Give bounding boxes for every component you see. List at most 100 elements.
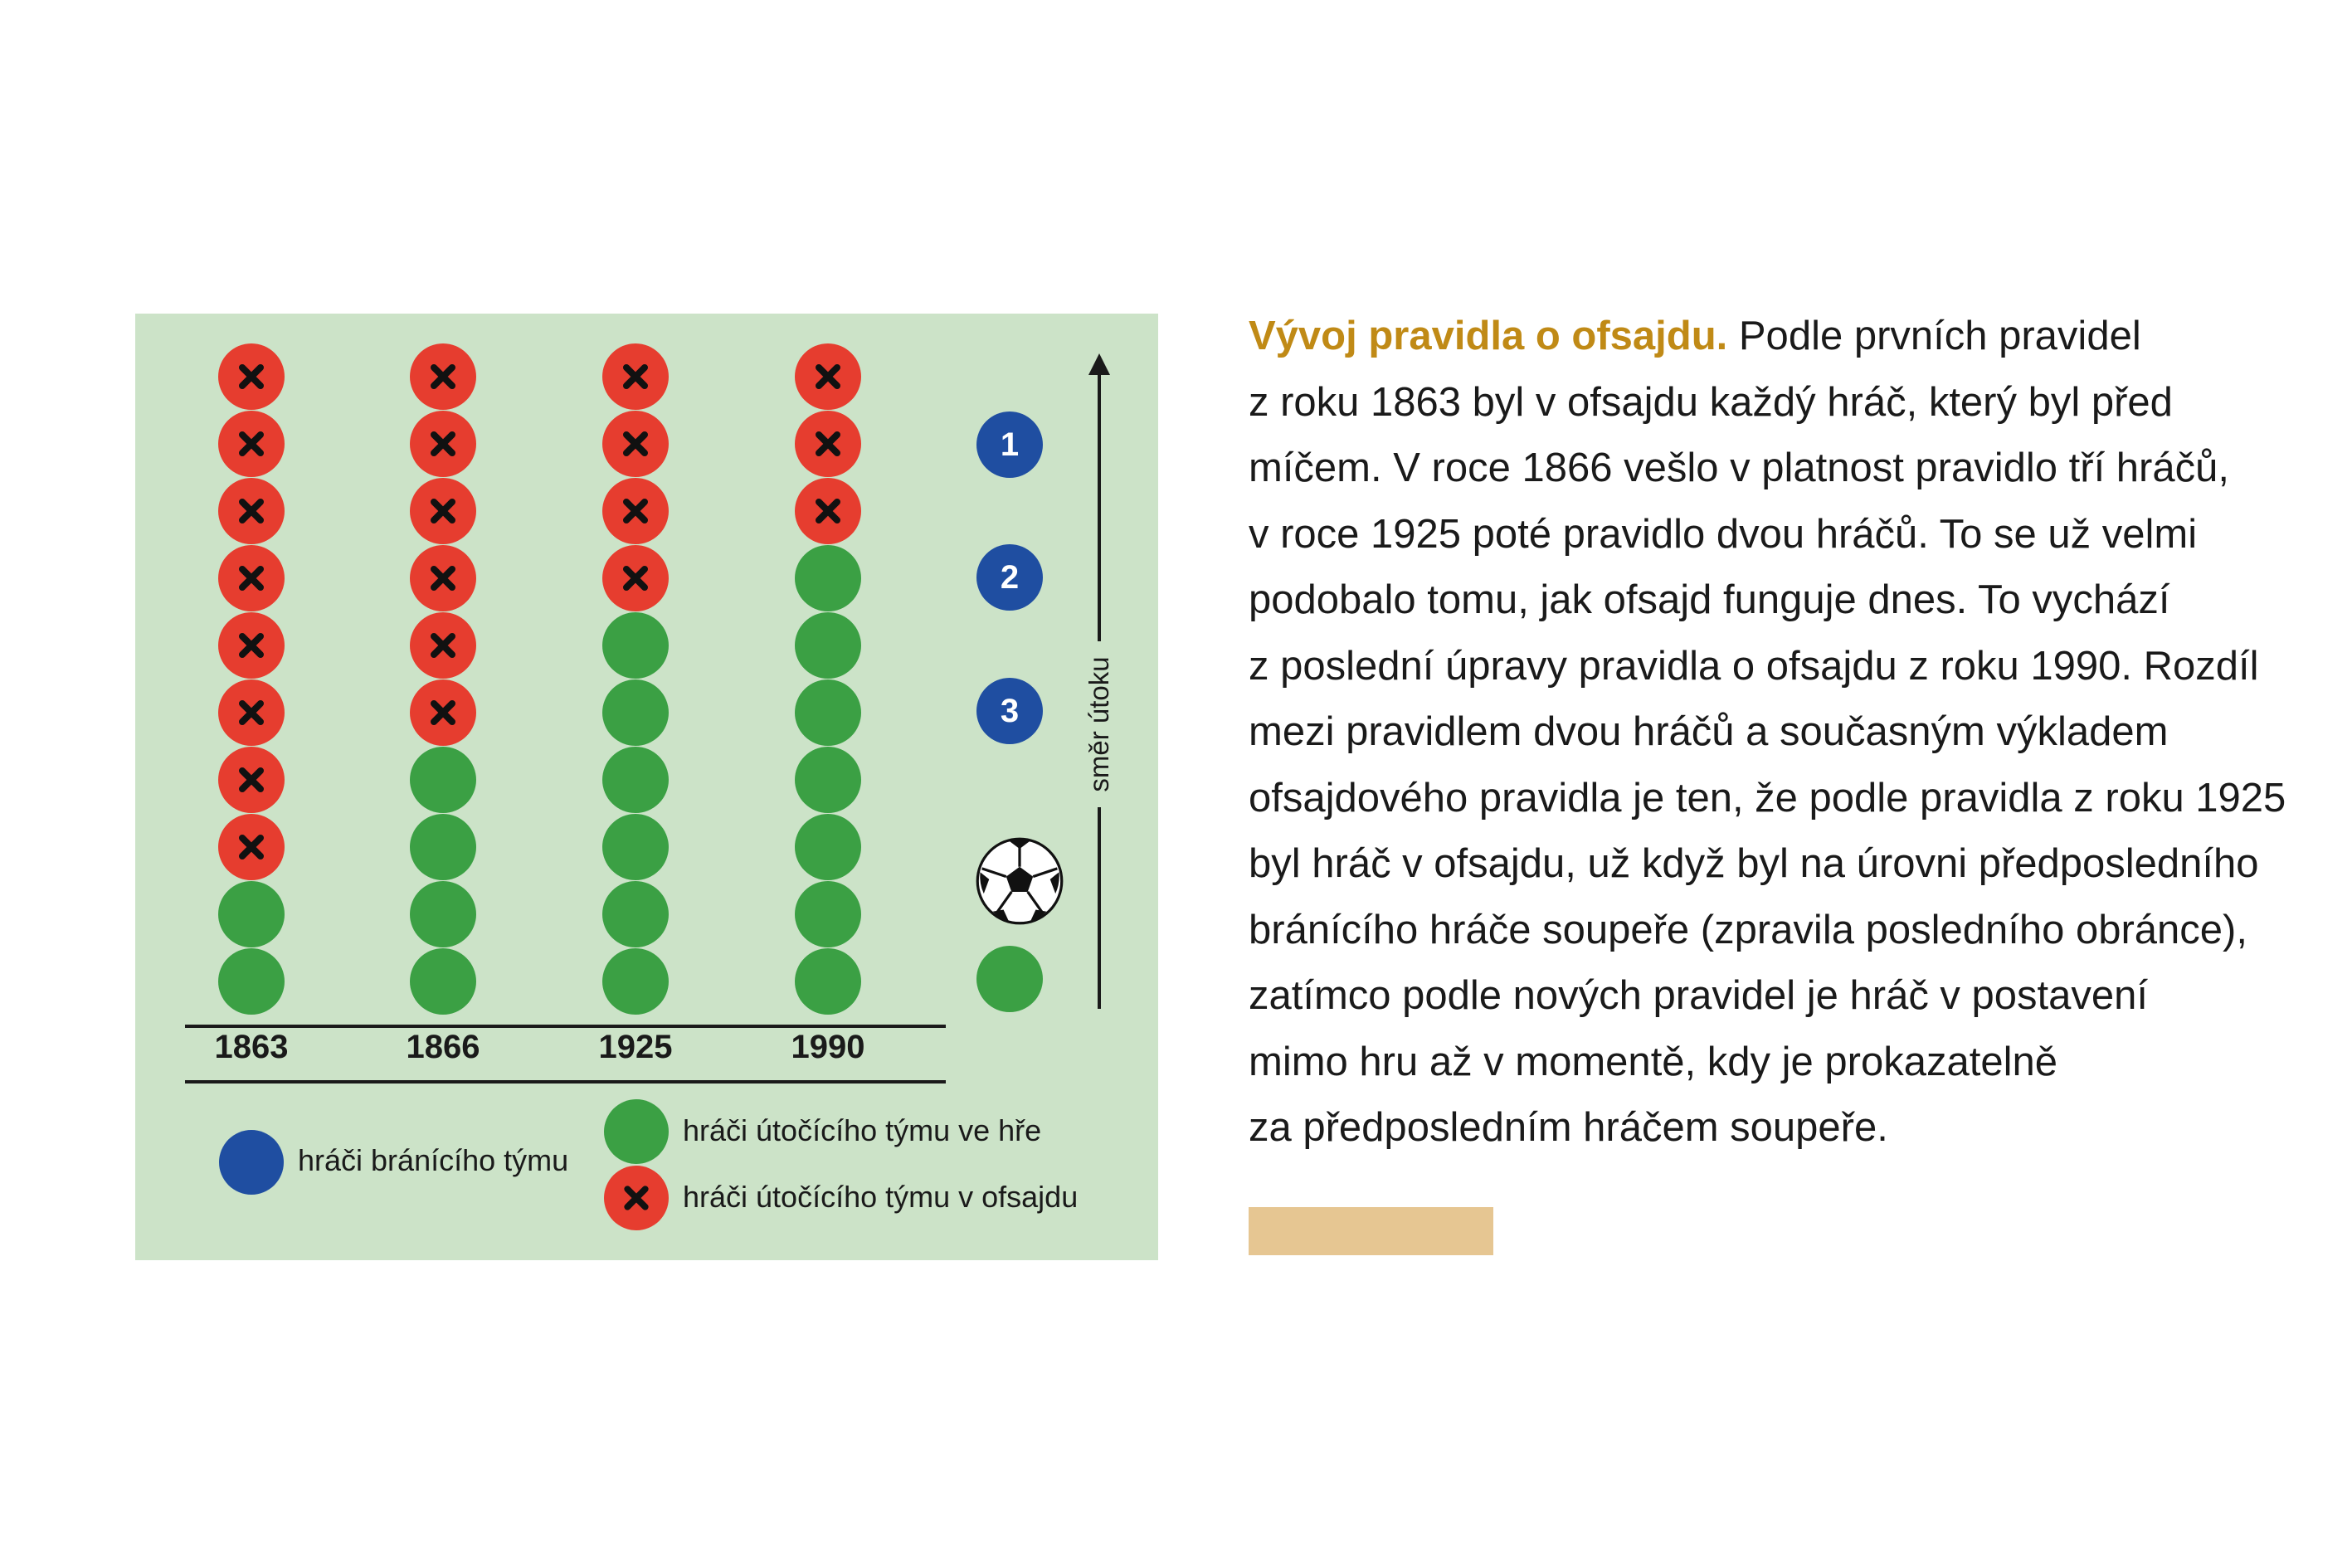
x-mark-icon — [239, 499, 264, 523]
x-mark-icon — [239, 633, 264, 658]
attack-direction-label: směr útoku — [1079, 641, 1120, 807]
offside-player — [410, 612, 476, 679]
offside-player — [218, 747, 285, 813]
year-label-1863: 1863 — [214, 1029, 289, 1065]
article-line: zatímco podle nových pravidel je hráč v … — [1249, 973, 2149, 1018]
x-mark-icon — [623, 499, 648, 523]
active-player — [410, 814, 476, 880]
active-player — [795, 948, 861, 1015]
article-line: byl hráč v ofsajdu, už když byl na úrovn… — [1249, 841, 2259, 886]
x-mark-icon — [239, 767, 264, 792]
x-mark-icon — [623, 431, 648, 456]
year-rule-bottom — [185, 1080, 946, 1083]
active-player — [602, 881, 669, 947]
article-line: ofsajdového pravidla je ten, že podle pr… — [1249, 775, 2286, 821]
active-player — [795, 814, 861, 880]
article-line: za předposledním hráčem soupeře. — [1249, 1105, 1888, 1150]
offside-player — [218, 343, 285, 410]
active-player — [602, 814, 669, 880]
legend-defender-dot — [219, 1130, 284, 1195]
article-line: bránícího hráče soupeře (zpravila posled… — [1249, 907, 2247, 952]
active-player — [602, 679, 669, 746]
article-line: z poslední úpravy pravidla o ofsajdu z r… — [1249, 643, 2259, 689]
active-player — [795, 612, 861, 679]
defender-2: 2 — [976, 544, 1043, 611]
offside-player — [410, 545, 476, 611]
x-mark-icon — [431, 566, 455, 591]
offside-player — [410, 343, 476, 410]
x-mark-icon — [431, 633, 455, 658]
x-mark-icon — [239, 566, 264, 591]
offside-player — [795, 411, 861, 477]
x-mark-icon — [816, 499, 840, 523]
defender-number: 1 — [1000, 426, 1020, 463]
legend-offside-dot — [604, 1166, 669, 1230]
offside-player — [410, 411, 476, 477]
article-line: z roku 1863 byl v ofsajdu každý hráč, kt… — [1249, 379, 2173, 425]
offside-player — [602, 411, 669, 477]
offside-player — [218, 612, 285, 679]
active-player — [795, 679, 861, 746]
offside-player — [218, 411, 285, 477]
offside-player — [218, 814, 285, 880]
active-player — [602, 612, 669, 679]
offside-player — [602, 478, 669, 544]
offside-player — [602, 545, 669, 611]
offside-player — [218, 478, 285, 544]
offside-player — [795, 343, 861, 410]
x-mark-icon — [624, 1186, 649, 1210]
active-player — [410, 948, 476, 1015]
active-player — [410, 881, 476, 947]
active-player — [218, 948, 285, 1015]
legend-active-dot — [604, 1099, 669, 1164]
active-player — [795, 881, 861, 947]
active-player — [795, 545, 861, 611]
article-line-text: Podle prvních pravidel — [1727, 314, 2141, 358]
soccer-ball-icon — [976, 837, 1064, 925]
offside-player — [410, 478, 476, 544]
legend-defender-label: hráči bránícího týmu — [298, 1143, 569, 1177]
active-player — [410, 747, 476, 813]
x-mark-icon — [239, 364, 264, 389]
legend-offside-label: hráči útočícího týmu v ofsajdu — [683, 1180, 1079, 1214]
year-label-1925: 1925 — [598, 1029, 673, 1065]
offside-player — [410, 679, 476, 746]
year-rule-top — [185, 1025, 946, 1028]
x-mark-icon — [623, 566, 648, 591]
x-mark-icon — [239, 835, 264, 859]
article-line: Vývoj pravidla o ofsajdu. Podle prvních … — [1249, 304, 2327, 370]
x-mark-icon — [431, 700, 455, 725]
defender-goalkeeper — [976, 946, 1043, 1012]
offside-player — [602, 343, 669, 410]
accent-bar — [1249, 1207, 1493, 1255]
offside-diagram: 1 2 3 směr útoku 1863 1866 1925 1990 hrá… — [135, 314, 1158, 1260]
x-mark-icon — [239, 700, 264, 725]
active-player — [218, 881, 285, 947]
article-line: podobalo tomu, jak ofsajd funguje dnes. … — [1249, 577, 2170, 622]
active-player — [795, 747, 861, 813]
defender-1: 1 — [976, 411, 1043, 478]
offside-player — [218, 679, 285, 746]
article-line: v roce 1925 poté pravidlo dvou hráčů. To… — [1249, 511, 2198, 557]
article-headline: Vývoj pravidla o ofsajdu. — [1249, 314, 1728, 358]
defender-number: 3 — [1000, 693, 1020, 729]
x-mark-icon — [431, 431, 455, 456]
x-mark-icon — [623, 364, 648, 389]
legend-active-label: hráči útočícího týmu ve hře — [683, 1113, 1042, 1147]
defender-3: 3 — [976, 678, 1043, 744]
year-label-1990: 1990 — [791, 1029, 865, 1065]
article-line: mimo hru až v momentě, kdy je prokazatel… — [1249, 1039, 2057, 1084]
x-mark-icon — [431, 499, 455, 523]
defender-number: 2 — [1000, 559, 1020, 596]
article-line: mezi pravidlem dvou hráčů a současným vý… — [1249, 709, 2169, 754]
offside-player — [795, 478, 861, 544]
x-mark-icon — [816, 364, 840, 389]
x-mark-icon — [239, 431, 264, 456]
active-player — [602, 948, 669, 1015]
x-mark-icon — [816, 431, 840, 456]
offside-player — [218, 545, 285, 611]
x-mark-icon — [431, 364, 455, 389]
article-line: míčem. V roce 1866 vešlo v platnost prav… — [1249, 446, 2229, 490]
active-player — [602, 747, 669, 813]
article-text: Vývoj pravidla o ofsajdu. Podle prvních … — [1249, 304, 2327, 1161]
